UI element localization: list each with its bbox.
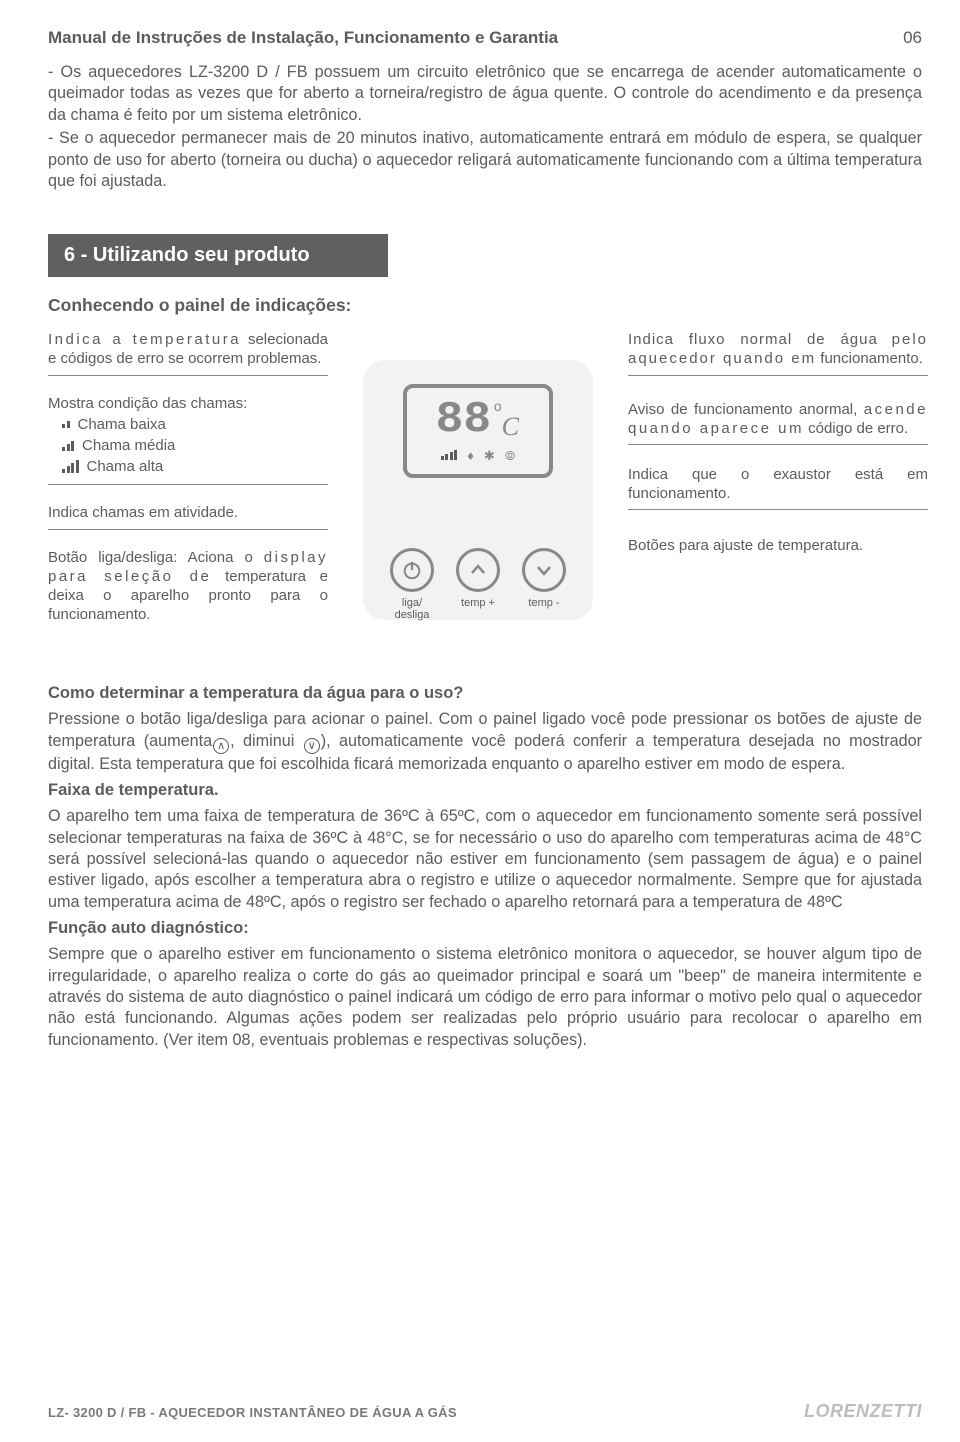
footer-product-code: LZ- 3200 D / FB - AQUECEDOR INSTANTÂNEO … xyxy=(48,1405,457,1420)
temp-up-label: temp + xyxy=(461,597,495,609)
bars-high-icon xyxy=(62,460,79,473)
callout-flame-active: Indica chamas em atividade. xyxy=(48,503,328,529)
page-number: 06 xyxy=(903,28,922,48)
temp-down-button[interactable]: temp - xyxy=(522,548,566,592)
howto-q3: Função auto diagnóstico: xyxy=(48,919,922,938)
howto-q2: Faixa de temperatura. xyxy=(48,781,922,800)
bars-low-icon xyxy=(62,421,70,428)
callout-abnormal-warning: Aviso de funcionamento anormal, acende q… xyxy=(628,400,928,445)
callout-temp-buttons: Botões para ajuste de temperatura. xyxy=(628,536,928,555)
page-header-title: Manual de Instruções de Instalação, Func… xyxy=(48,28,558,48)
panel-subheading: Conhecendo o painel de indicações: xyxy=(48,295,922,316)
chevron-down-icon xyxy=(534,560,554,580)
fan-icon: ✱ xyxy=(484,448,495,464)
bars-med-icon xyxy=(62,441,74,451)
section-6-heading: 6 - Utilizando seu produto xyxy=(48,234,388,277)
control-panel-illustration: 88 o C ♦ ✱ ⦾ liga/ desliga xyxy=(363,360,593,620)
callout-exhaust: Indica que o exaustor está em funcioname… xyxy=(628,465,928,510)
temp-up-button[interactable]: temp + xyxy=(456,548,500,592)
lcd-display: 88 o C ♦ ✱ ⦾ xyxy=(403,384,553,478)
intro-paragraph-2: - Se o aquecedor permanecer mais de 20 m… xyxy=(48,128,922,192)
celsius-symbol: C xyxy=(502,412,519,442)
power-button-label: liga/ desliga xyxy=(395,597,430,621)
howto-p2: O aparelho tem uma faixa de temperatura … xyxy=(48,806,922,913)
howto-p3: Sempre que o aparelho estiver em funcion… xyxy=(48,944,922,1051)
degree-symbol: o xyxy=(494,398,502,414)
wifi-icon: ⦾ xyxy=(505,448,515,464)
callout-water-flow: Indica fluxo normal de água pelo aqueced… xyxy=(628,330,928,375)
display-digits: 88 xyxy=(436,398,491,442)
down-arrow-inline-icon: ∨ xyxy=(304,738,320,754)
power-icon xyxy=(401,559,423,581)
flame-icon: ♦ xyxy=(467,448,474,464)
callout-flame-condition: Mostra condição das chamas: Chama baixa … xyxy=(48,394,328,486)
footer-brand-logo: LORENZETTI xyxy=(804,1401,922,1422)
howto-p1: Pressione o botão liga/desliga para acio… xyxy=(48,709,922,775)
intro-paragraph-1: - Os aquecedores LZ-3200 D / FB possuem … xyxy=(48,62,922,126)
temp-down-label: temp - xyxy=(528,597,559,609)
flame-med-label: Chama média xyxy=(82,436,175,455)
chevron-up-icon xyxy=(468,560,488,580)
up-arrow-inline-icon: ∧ xyxy=(213,738,229,754)
flame-low-label: Chama baixa xyxy=(78,415,166,434)
howto-q1: Como determinar a temperatura da água pa… xyxy=(48,684,922,703)
power-button[interactable]: liga/ desliga xyxy=(390,548,434,592)
flame-high-label: Chama alta xyxy=(87,457,164,476)
callout-power-button: Botão liga/desliga: Aciona o display par… xyxy=(48,548,328,625)
bars-icon xyxy=(441,448,458,464)
panel-diagram-area: Indica a temperatura selecionada e códig… xyxy=(48,330,922,642)
callout-temperature-display: Indica a temperatura selecionada e códig… xyxy=(48,330,328,375)
